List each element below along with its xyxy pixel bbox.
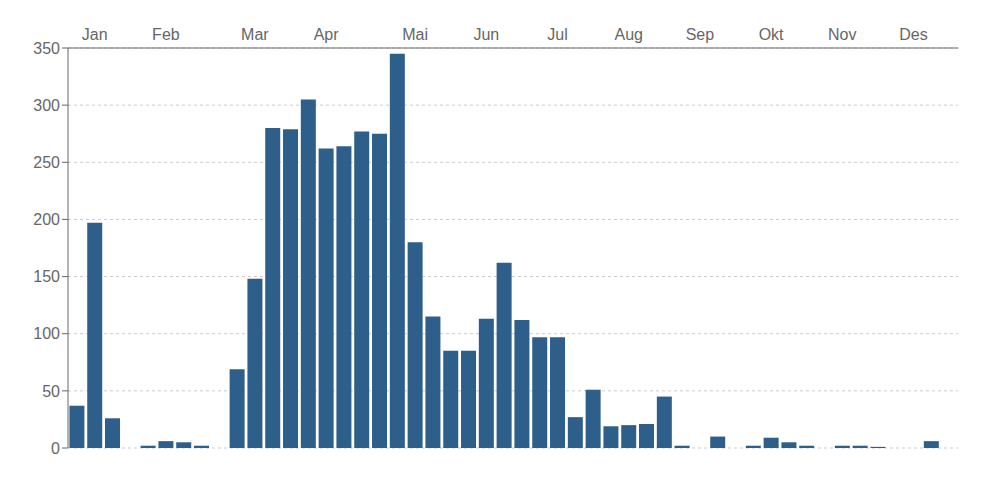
svg-text:300: 300	[33, 97, 60, 114]
svg-text:Apr: Apr	[314, 26, 340, 43]
svg-text:350: 350	[33, 40, 60, 57]
svg-text:150: 150	[33, 268, 60, 285]
svg-text:Mai: Mai	[402, 26, 428, 43]
svg-text:Aug: Aug	[614, 26, 642, 43]
svg-text:Des: Des	[899, 26, 927, 43]
svg-text:Sep: Sep	[686, 26, 715, 43]
svg-text:100: 100	[33, 325, 60, 342]
svg-text:200: 200	[33, 211, 60, 228]
svg-text:Nov: Nov	[828, 26, 856, 43]
svg-text:Jun: Jun	[473, 26, 499, 43]
svg-text:Okt: Okt	[759, 26, 784, 43]
svg-text:50: 50	[42, 383, 60, 400]
svg-text:Feb: Feb	[152, 26, 180, 43]
svg-text:Mar: Mar	[241, 26, 269, 43]
svg-text:Jul: Jul	[547, 26, 567, 43]
svg-text:Jan: Jan	[82, 26, 108, 43]
svg-text:0: 0	[51, 440, 60, 457]
svg-text:250: 250	[33, 154, 60, 171]
